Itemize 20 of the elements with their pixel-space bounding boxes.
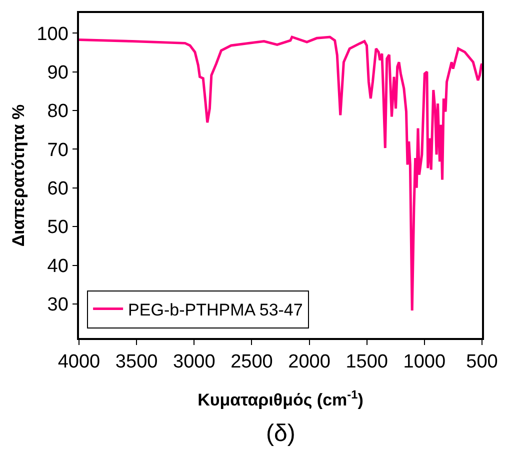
x-tick-label: 1500 bbox=[346, 352, 388, 373]
x-tick-label: 3000 bbox=[173, 352, 216, 373]
x-tick-label: 2000 bbox=[288, 352, 330, 373]
y-tick-label: 100 bbox=[36, 24, 68, 45]
x-tick-label: 1000 bbox=[403, 352, 446, 373]
legend-label: PEG-b-PTHPMA 53-47 bbox=[128, 300, 303, 320]
y-tick-label: 90 bbox=[47, 62, 68, 84]
y-axis-title: Διαπερατότητα % bbox=[8, 104, 28, 247]
x-axis-title: Κυματαριθμός (cm$^{-1}$) bbox=[198, 387, 364, 410]
x-tick-label: 500 bbox=[466, 352, 498, 373]
y-tick-label: 30 bbox=[47, 294, 68, 316]
y-tick-label: 40 bbox=[47, 256, 68, 277]
y-tick-label: 50 bbox=[47, 217, 68, 238]
y-tick-label: 60 bbox=[47, 178, 68, 200]
x-tick-label: 2500 bbox=[230, 352, 273, 373]
x-tick-label: 3500 bbox=[115, 352, 158, 373]
x-tick-label: 4000 bbox=[58, 352, 100, 373]
y-tick-label: 70 bbox=[47, 140, 68, 161]
text: (δ) bbox=[266, 420, 296, 447]
y-tick-label: 80 bbox=[47, 101, 68, 122]
